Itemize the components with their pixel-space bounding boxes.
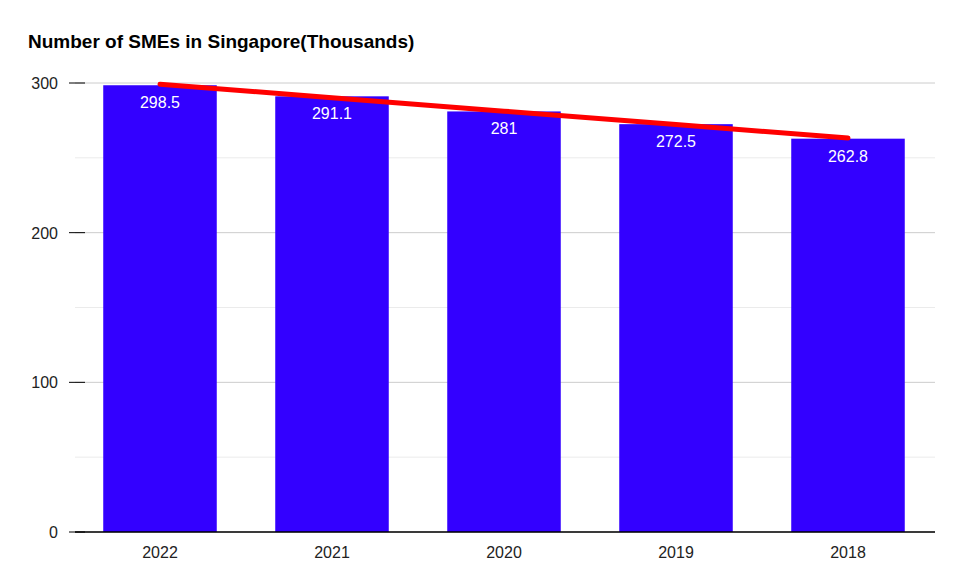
x-tick-label: 2020	[486, 544, 522, 561]
tick-mark	[69, 382, 85, 383]
title: Number of SMEs in Singapore(Thousands)	[28, 31, 414, 52]
tick-mark	[69, 232, 85, 233]
trend-line	[160, 84, 848, 138]
x-axis	[75, 531, 935, 533]
y-tick-label: 200	[31, 225, 58, 242]
x-tick-label: 2021	[314, 544, 350, 561]
x-tick-label: 2019	[658, 544, 694, 561]
bar	[447, 111, 561, 532]
y-tick-label: 300	[31, 75, 58, 92]
chart: Number of SMEs in Singapore(Thousands) 0 1…	[0, 0, 960, 588]
data-label: 298.5	[140, 94, 180, 111]
x-tick-label: 2018	[830, 544, 866, 561]
y-tick-label: 0	[49, 524, 58, 541]
bar	[619, 124, 733, 532]
y-tick-label: 100	[31, 374, 58, 391]
bar	[103, 85, 217, 532]
labels: 298.5 291.1 281 272.5 262.8	[140, 94, 868, 164]
bar	[275, 96, 389, 532]
data-label: 272.5	[656, 133, 696, 150]
x-tick-label: 2022	[142, 544, 178, 561]
data-label: 262.8	[828, 148, 868, 165]
tick-mark	[69, 83, 85, 84]
grid-line	[75, 83, 935, 84]
bar	[791, 139, 905, 532]
plot-area	[103, 84, 905, 532]
data-label: 281	[491, 120, 518, 137]
grid-line	[75, 532, 935, 533]
data-label: 291.1	[312, 105, 352, 122]
